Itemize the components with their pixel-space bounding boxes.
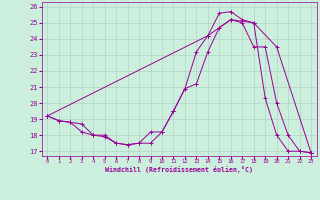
X-axis label: Windchill (Refroidissement éolien,°C): Windchill (Refroidissement éolien,°C) [105,166,253,173]
